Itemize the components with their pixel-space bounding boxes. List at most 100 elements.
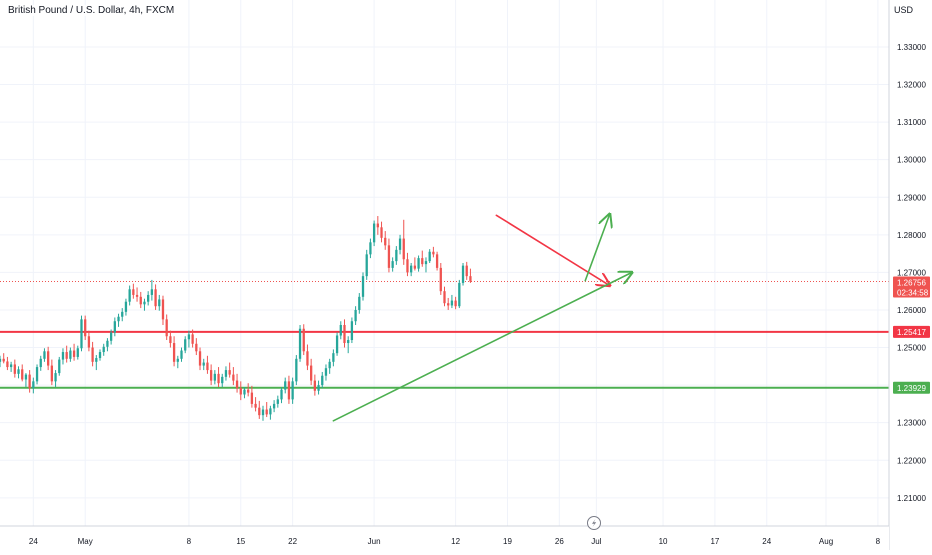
lightning-icon[interactable] — [587, 516, 601, 530]
candle — [91, 341, 94, 367]
resistance-price-tag — [893, 325, 930, 338]
candle-body — [217, 373, 220, 384]
candle-body — [58, 359, 61, 374]
candle-body — [2, 358, 5, 362]
candle-body — [254, 403, 257, 408]
candle-body — [139, 296, 142, 305]
x-tick-label: 24 — [29, 537, 38, 546]
candle-body — [43, 351, 46, 359]
candle — [206, 355, 209, 374]
candle — [0, 355, 2, 368]
candle-body — [213, 373, 216, 381]
candle — [150, 279, 154, 301]
candle — [80, 315, 83, 352]
candle — [132, 283, 135, 299]
candle-body — [235, 380, 239, 389]
x-tick-label: 22 — [288, 537, 297, 546]
candle-body — [261, 409, 265, 416]
candle-body — [169, 336, 172, 344]
candle-body — [150, 289, 154, 295]
candle-body — [324, 368, 328, 376]
candle-body — [350, 321, 354, 341]
candle — [39, 355, 42, 371]
candle — [332, 349, 335, 367]
support-price-tag — [893, 381, 930, 394]
candle-body — [465, 265, 468, 277]
candle-body — [302, 328, 305, 352]
candle — [47, 346, 50, 371]
candle — [165, 314, 168, 341]
candle — [95, 355, 98, 371]
price-axis-background[interactable] — [889, 0, 932, 550]
candle — [410, 263, 413, 277]
candle-body — [65, 352, 68, 359]
candle — [235, 373, 239, 393]
candle — [424, 257, 428, 273]
candle — [180, 347, 183, 362]
candle — [221, 373, 224, 387]
candle — [6, 356, 9, 371]
candle-body — [187, 334, 191, 340]
y-tick-label: 1.21000 — [897, 494, 926, 503]
candle-body — [306, 351, 309, 366]
candle-body — [317, 385, 320, 391]
candle-body — [228, 370, 231, 375]
candle — [328, 358, 331, 374]
candle-body — [398, 238, 402, 250]
candle-body — [13, 364, 16, 374]
candle-body — [291, 381, 294, 400]
candle — [35, 364, 39, 385]
candle — [428, 249, 431, 263]
candle — [369, 238, 372, 259]
candle — [272, 400, 276, 413]
currency-label[interactable]: USD — [894, 5, 914, 15]
x-tick-label: 17 — [710, 537, 719, 546]
candle — [158, 294, 161, 311]
candle-body — [335, 335, 339, 354]
candle-body — [165, 319, 168, 337]
candle-body — [24, 374, 28, 380]
candle — [435, 251, 439, 271]
candle — [128, 285, 131, 306]
y-tick-label: 1.33000 — [897, 43, 926, 52]
candle-body — [417, 258, 420, 269]
time-axis-background[interactable] — [0, 526, 889, 550]
candle-body — [202, 362, 205, 366]
ascending-trendline — [332, 272, 632, 422]
candle-body — [17, 369, 20, 374]
candle-body — [402, 238, 405, 260]
candle-body — [347, 340, 350, 344]
x-tick-label: 12 — [451, 537, 460, 546]
candle-body — [424, 261, 428, 265]
candle-body — [332, 353, 335, 362]
current-price-tag — [893, 276, 930, 298]
candle-body — [47, 351, 50, 366]
current-price-label: 1.26756 — [897, 279, 926, 288]
candle — [354, 306, 357, 325]
candle-body — [32, 381, 35, 389]
candle-body — [0, 358, 2, 362]
candle-body — [232, 374, 235, 381]
grid — [0, 0, 889, 526]
candle — [28, 370, 31, 393]
candle-body — [117, 316, 120, 322]
candle-body — [198, 351, 202, 366]
candle — [454, 296, 457, 310]
candle — [321, 371, 324, 389]
resistance-price-label: 1.25417 — [897, 328, 926, 337]
y-tick-label: 1.28000 — [897, 231, 926, 240]
candle — [198, 347, 202, 371]
candle — [61, 348, 65, 365]
candle — [43, 348, 46, 362]
candle — [239, 381, 242, 401]
candle-body — [21, 369, 24, 380]
candle — [417, 255, 420, 272]
candle — [2, 353, 5, 364]
candle-body — [113, 321, 116, 333]
candle — [413, 257, 417, 271]
candle — [335, 332, 339, 356]
candle-body — [272, 403, 276, 409]
candle-body — [95, 358, 98, 362]
